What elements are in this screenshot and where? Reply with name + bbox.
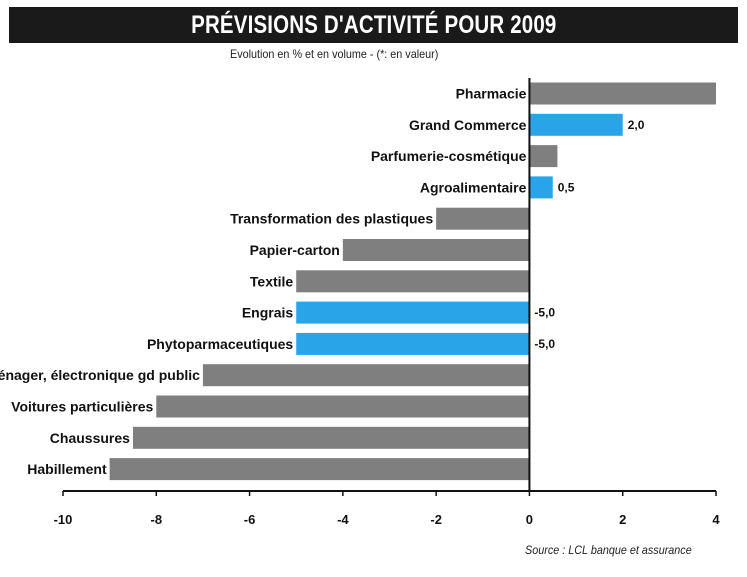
bar xyxy=(296,301,530,324)
category-label: Parfumerie-cosmétique xyxy=(371,148,527,164)
x-tick-label: -6 xyxy=(244,512,256,527)
bar xyxy=(296,270,530,293)
category-label: Chaussures xyxy=(50,430,130,446)
category-label: Phytoparmaceutiques xyxy=(147,336,293,352)
category-label: Engrais xyxy=(242,305,294,321)
category-label: Agroalimentaire xyxy=(420,179,527,195)
data-label: -5,0 xyxy=(534,306,555,320)
bar xyxy=(202,364,530,387)
x-tick-label: -10 xyxy=(54,512,73,527)
category-label: Transformation des plastiques xyxy=(230,211,433,227)
x-tick-label: -8 xyxy=(151,512,163,527)
bar xyxy=(436,207,530,230)
bar xyxy=(156,395,530,418)
data-label: -5,0 xyxy=(534,337,555,351)
category-label: Textile xyxy=(250,273,294,289)
x-tick-label: -2 xyxy=(430,512,442,527)
category-label: Electroménager, électronique gd public xyxy=(0,367,200,383)
title-bar: PRÉVISIONS D'ACTIVITÉ POUR 2009 xyxy=(9,7,738,43)
bar xyxy=(342,239,530,261)
bar xyxy=(296,332,530,355)
chart-title: PRÉVISIONS D'ACTIVITÉ POUR 2009 xyxy=(190,10,557,39)
x-tick-label: 4 xyxy=(712,512,720,527)
bar xyxy=(132,426,530,449)
category-label: Voitures particulières xyxy=(11,399,153,415)
category-label: Grand Commerce xyxy=(409,117,527,133)
category-label: Habillement xyxy=(27,461,107,477)
x-tick-label: -4 xyxy=(337,512,349,527)
x-tick-label: 2 xyxy=(619,512,626,527)
data-label: 2,0 xyxy=(628,118,645,132)
category-label: Pharmacie xyxy=(456,86,527,102)
source-note: Source : LCL banque et assurance xyxy=(525,543,692,557)
x-tick-label: 0 xyxy=(526,512,533,527)
data-label: 0,5 xyxy=(558,180,575,194)
bar xyxy=(529,176,553,199)
bar xyxy=(109,458,530,481)
bar xyxy=(529,145,558,168)
chart-subtitle: Evolution en % et en volume - (*: en val… xyxy=(230,47,439,61)
category-label: Papier-carton xyxy=(250,242,340,258)
bar xyxy=(529,82,716,105)
bar xyxy=(529,113,623,136)
